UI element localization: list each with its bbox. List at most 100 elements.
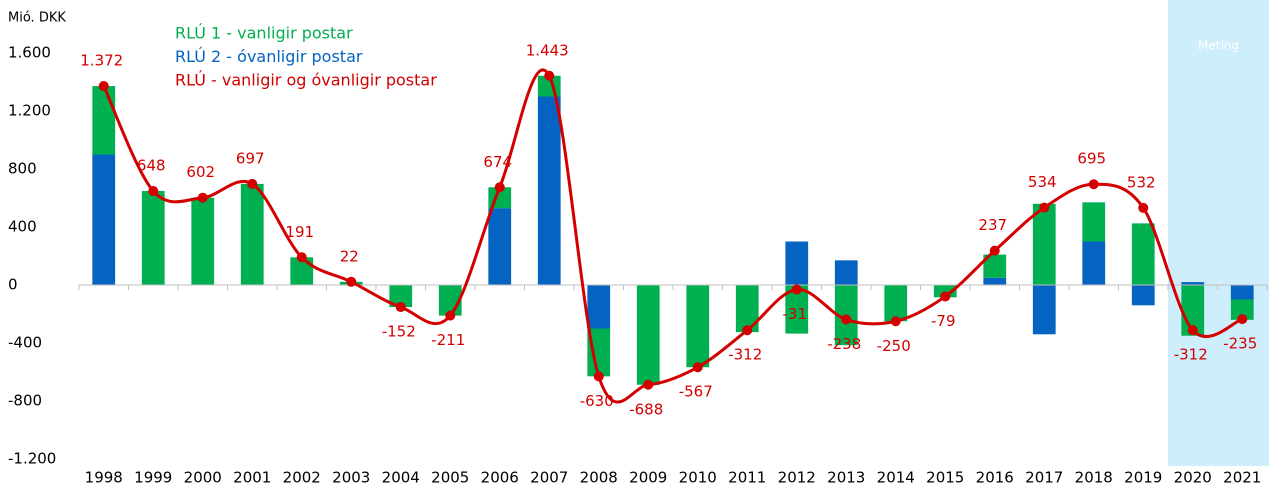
x-tick-label: 2008: [580, 469, 618, 487]
data-label: 602: [186, 163, 215, 181]
line-marker: [593, 371, 604, 382]
x-tick-label: 2005: [431, 469, 469, 487]
data-label: 532: [1127, 173, 1156, 191]
bar: [884, 285, 908, 322]
legend-entry: RLÚ 2 - óvanligir postar: [175, 47, 363, 66]
bar: [785, 285, 809, 334]
bar: [240, 183, 264, 285]
bar: [636, 285, 660, 385]
line-marker: [692, 362, 703, 373]
data-label: -688: [629, 400, 663, 418]
x-tick-label: 2002: [283, 469, 321, 487]
bar: [587, 328, 611, 377]
line-marker: [197, 192, 208, 203]
x-tick-label: 2019: [1124, 469, 1162, 487]
line-marker: [1088, 179, 1099, 190]
legend-entry: RLÚ - vanligir og óvanligir postar: [175, 71, 437, 90]
line-marker: [1237, 314, 1248, 325]
line-marker: [346, 276, 357, 287]
bar: [389, 285, 413, 308]
x-tick-label: 2011: [728, 469, 766, 487]
data-label: -312: [728, 346, 762, 364]
line-marker: [890, 316, 901, 327]
y-tick-label: 400: [8, 218, 37, 236]
data-label: 534: [1028, 173, 1057, 191]
bar: [587, 285, 611, 329]
data-label: 237: [978, 216, 1007, 234]
line: [102, 68, 1243, 404]
x-tick-label: 1998: [85, 469, 123, 487]
data-label: 674: [483, 153, 512, 171]
data-label: 1.443: [526, 41, 569, 59]
data-label: -567: [679, 383, 713, 401]
x-tick-label: 2018: [1075, 469, 1113, 487]
line-marker: [791, 284, 802, 295]
x-tick-label: 2000: [184, 469, 222, 487]
bar: [488, 208, 512, 285]
legend-entry: RLÚ 1 - vanligir postar: [175, 24, 353, 43]
x-tick-label: 2016: [976, 469, 1014, 487]
data-label: -211: [431, 331, 465, 349]
y-tick-label: 1.600: [8, 44, 51, 62]
data-label: 22: [340, 247, 359, 265]
bar: [1082, 202, 1106, 242]
forecast-label: Meting: [1198, 39, 1239, 53]
x-tick-label: 2017: [1025, 469, 1063, 487]
line-marker: [494, 182, 505, 193]
bar: [1181, 282, 1205, 285]
data-label: 697: [236, 149, 265, 167]
data-label: 648: [137, 157, 166, 175]
bar: [785, 241, 809, 285]
bar: [92, 154, 116, 285]
y-tick-label: -1.200: [8, 450, 56, 468]
y-tick-label: 0: [8, 276, 18, 294]
line-marker: [148, 186, 159, 197]
bar: [735, 285, 759, 333]
data-label: -31: [783, 305, 808, 323]
bar: [1230, 285, 1254, 300]
data-label: 191: [285, 223, 314, 241]
bar: [1131, 223, 1155, 285]
x-tick-label: 2009: [629, 469, 667, 487]
bar: [191, 197, 215, 285]
line-marker: [1187, 325, 1198, 336]
x-tick-label: 1999: [134, 469, 172, 487]
bar: [933, 285, 957, 298]
bar: [983, 277, 1007, 285]
line-marker: [395, 302, 406, 313]
line-marker: [247, 178, 258, 189]
x-tick-label: 2007: [530, 469, 568, 487]
line-marker: [643, 379, 654, 390]
x-tick-label: 2006: [481, 469, 519, 487]
y-axis-label: Mió. DKK: [8, 11, 66, 26]
y-tick-label: -800: [8, 392, 42, 410]
bar: [1230, 299, 1254, 320]
data-label: -312: [1174, 346, 1208, 364]
bar: [141, 191, 165, 285]
data-label: -152: [382, 323, 416, 341]
bar: [1082, 241, 1106, 285]
line-marker: [296, 252, 307, 263]
data-label: -235: [1223, 335, 1257, 353]
line-marker: [1039, 202, 1050, 213]
data-label: 1.372: [80, 52, 123, 70]
x-tick-label: 2013: [827, 469, 865, 487]
x-tick-label: 2012: [778, 469, 816, 487]
bar: [1032, 285, 1056, 335]
line-marker: [544, 70, 555, 81]
line-marker: [989, 245, 1000, 256]
bar: [1032, 203, 1056, 285]
data-label: -238: [827, 335, 861, 353]
y-tick-label: 800: [8, 160, 37, 178]
bar: [686, 285, 710, 368]
line-marker: [1138, 202, 1149, 213]
x-tick-label: 2010: [679, 469, 717, 487]
line-marker: [445, 310, 456, 321]
data-label: -79: [931, 312, 956, 330]
data-label: -630: [580, 392, 614, 410]
bar: [290, 257, 314, 285]
bar: [834, 260, 858, 285]
y-tick-label: -400: [8, 334, 42, 352]
data-label: 695: [1077, 150, 1106, 168]
